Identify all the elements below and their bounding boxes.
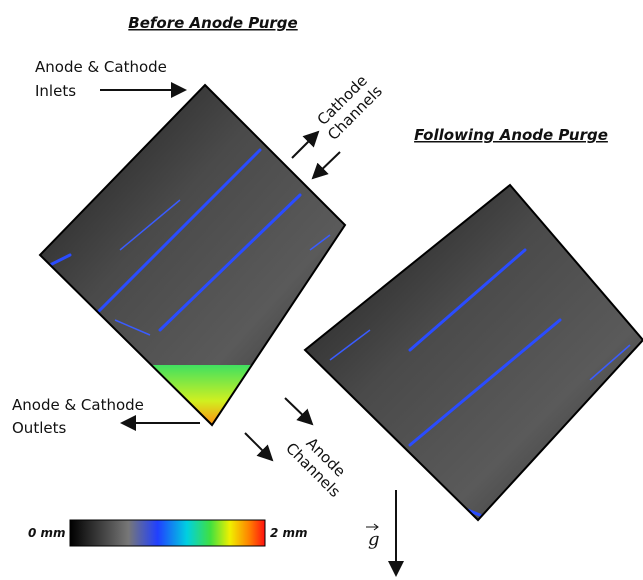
annotation: Inlets: [35, 82, 76, 100]
gravity-label: g: [368, 529, 380, 550]
arrow: [245, 433, 272, 460]
colorbar-label: 0 mm: [28, 526, 66, 540]
arrow: [292, 132, 318, 158]
annotation-group: Anode Channels: [282, 426, 357, 501]
arrow: [313, 152, 340, 178]
colorbar-label: 2 mm: [270, 526, 308, 540]
arrow: [285, 398, 312, 424]
annotation: Anode & Cathode: [12, 396, 144, 414]
panel-title: Before Anode Purge: [128, 14, 297, 32]
annotation-group: Cathode Channels: [311, 69, 386, 144]
panel-title: Following Anode Purge: [414, 126, 608, 144]
annotation: Outlets: [12, 419, 66, 437]
panel-image: [40, 85, 345, 425]
figure: Before Anode Purge Following Anode Purge…: [0, 0, 643, 580]
annotation: Anode & Cathode: [35, 58, 167, 76]
panel-image: [305, 185, 643, 520]
colorbar: [70, 520, 265, 546]
